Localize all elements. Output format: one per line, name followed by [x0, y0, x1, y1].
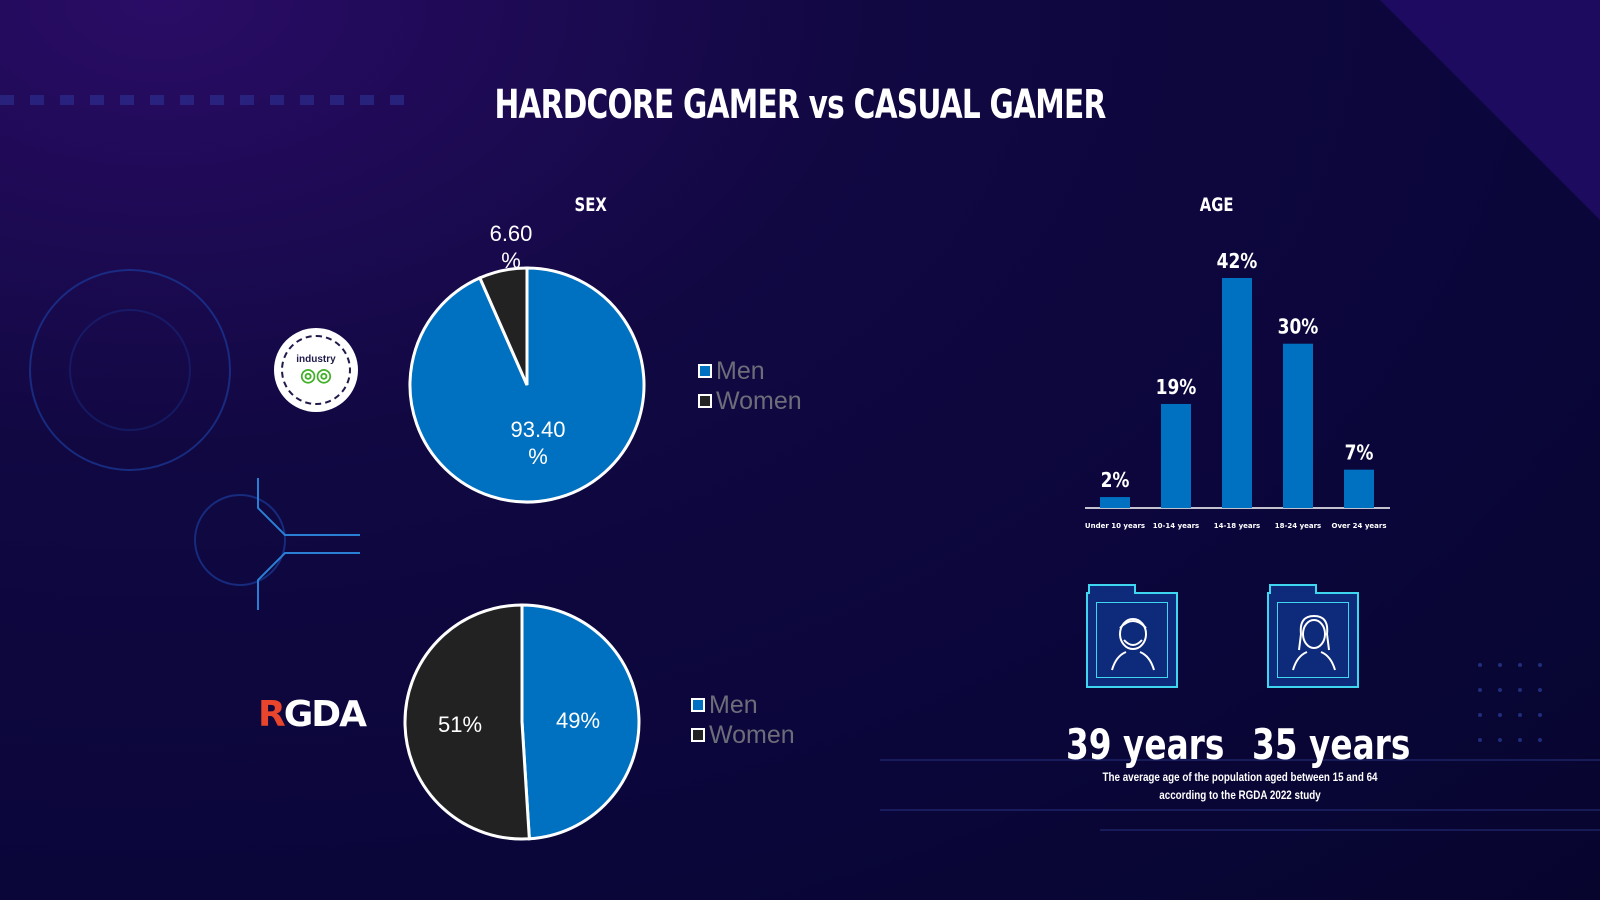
- legend-label-women: Women: [709, 721, 795, 749]
- bar-value-label: 30%: [1278, 316, 1319, 339]
- woman-avatar-card: [1267, 584, 1359, 688]
- bar-4: [1344, 469, 1374, 508]
- bar-2: [1222, 278, 1252, 508]
- legend-item-women: Women: [691, 720, 795, 750]
- pie-label-men: 93.40%: [510, 417, 565, 469]
- bar-category-label: 10-14 years: [1153, 522, 1199, 530]
- avatar-frame: [1277, 602, 1349, 678]
- bar-3: [1283, 343, 1313, 508]
- pie-chart-top: 93.40 % 6.60%: [408, 221, 646, 504]
- note-line-1: The average age of the population aged b…: [1102, 770, 1378, 784]
- folder-tab: [1088, 584, 1136, 594]
- pie-slice-women: [477, 266, 529, 386]
- rgda-logo-text: GDA: [283, 694, 367, 735]
- pie-slice-men: [520, 603, 641, 841]
- pie-label-women: 6.60%: [490, 221, 533, 273]
- age-section-label: AGE: [1199, 194, 1234, 216]
- bar-value-label: 2%: [1101, 470, 1130, 493]
- average-age-note: The average age of the population aged b…: [1076, 768, 1404, 804]
- legend-item-men: Men: [698, 356, 802, 386]
- woman-icon: [1292, 614, 1336, 671]
- avatar-frame: [1096, 602, 1168, 678]
- rgda-logo-r: R: [258, 694, 286, 735]
- legend-swatch-men: [691, 698, 705, 712]
- controller-icon: ◎◎: [300, 365, 332, 385]
- rgda-logo: RGDA: [258, 694, 367, 735]
- folder-tab: [1269, 584, 1317, 594]
- legend-label-women: Women: [716, 387, 802, 415]
- avg-age-men: 39 years: [1066, 720, 1225, 769]
- industry-logo: industry ◎◎: [274, 328, 358, 412]
- note-line-2: according to the RGDA 2022 study: [1159, 788, 1321, 802]
- legend-item-women: Women: [698, 386, 802, 416]
- pie-slice-women: [403, 603, 531, 841]
- legend-item-men: Men: [691, 690, 795, 720]
- page-title: HARDCORE GAMER vs CASUAL GAMER: [494, 82, 1106, 128]
- pie-label-women: 51%: [438, 712, 482, 737]
- legend-label-men: Men: [716, 357, 765, 385]
- legend-swatch-women: [698, 394, 712, 408]
- bar-category-label: 18-24 years: [1275, 522, 1321, 530]
- bar-category-label: Under 10 years: [1085, 522, 1145, 530]
- legend-swatch-men: [698, 364, 712, 378]
- bar-value-label: 19%: [1156, 377, 1197, 400]
- pie-label-men: 49%: [556, 708, 600, 733]
- bar-category-label: 14-18 years: [1214, 522, 1260, 530]
- man-avatar-card: [1086, 584, 1178, 688]
- man-icon: [1111, 618, 1155, 671]
- legend-swatch-women: [691, 728, 705, 742]
- bar-value-label: 42%: [1217, 251, 1258, 274]
- bar-category-label: Over 24 years: [1332, 522, 1387, 530]
- sex-section-label: SEX: [574, 194, 607, 216]
- bar-value-label: 7%: [1345, 442, 1374, 465]
- legend-bottom: Men Women: [691, 690, 795, 750]
- legend-label-men: Men: [709, 691, 758, 719]
- bar-1: [1161, 403, 1191, 508]
- age-bar-chart: 2% Under 10 years 19% 10-14 years 42% 14-18 y…: [1085, 251, 1390, 530]
- logo-text: industry: [296, 354, 336, 365]
- pie-chart-bottom: 49% 51%: [403, 603, 641, 841]
- legend-top: Men Women: [698, 356, 802, 416]
- avg-age-women: 35 years: [1252, 720, 1411, 769]
- bar-0: [1100, 497, 1130, 508]
